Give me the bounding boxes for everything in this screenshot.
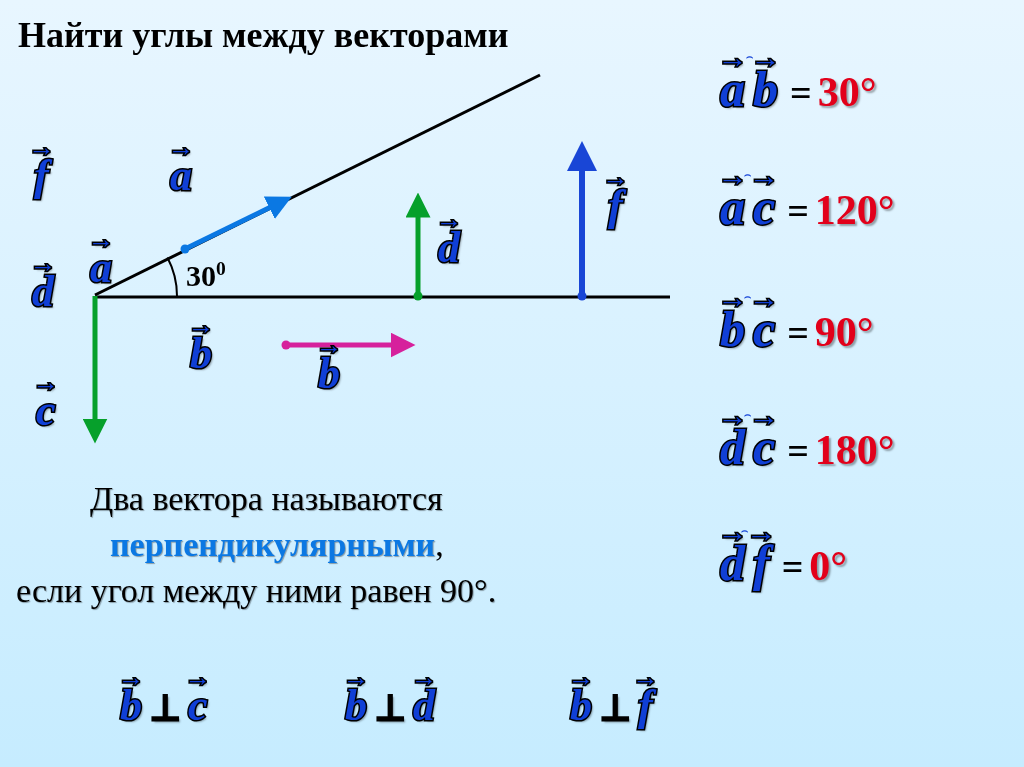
svg-line-0 [95, 75, 540, 295]
svg-point-10 [578, 292, 587, 301]
svg-point-5 [282, 341, 291, 350]
svg-line-2 [185, 200, 285, 249]
svg-point-8 [414, 292, 423, 301]
svg-point-3 [181, 245, 190, 254]
